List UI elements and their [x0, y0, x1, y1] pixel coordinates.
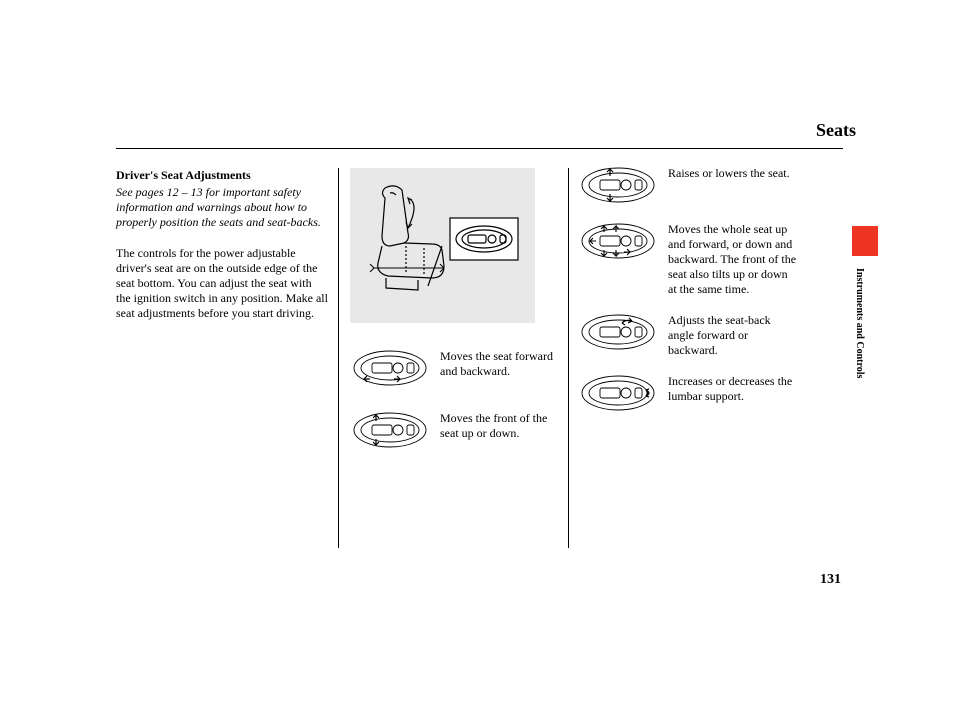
control-item: Moves the front of the seat up or down. — [350, 409, 562, 451]
section-heading: Driver's Seat Adjustments — [116, 168, 328, 183]
section-side-label: Instruments and Controls — [854, 268, 865, 378]
control-front-updown-icon — [350, 409, 430, 451]
control-forward-back-icon — [350, 347, 430, 389]
control-item: Moves the seat forward and backward. — [350, 347, 562, 389]
control-raise-lower-icon — [578, 164, 658, 206]
control-description: Raises or lowers the seat. — [668, 164, 790, 181]
control-description: Moves the whole seat up and forward, or … — [668, 220, 798, 297]
intro-paragraph: The controls for the power adjustable dr… — [116, 246, 328, 321]
control-whole-seat-icon — [578, 220, 658, 262]
column-middle: Moves the seat forward and backward. Mov… — [350, 168, 562, 471]
control-description: Adjusts the seat-back angle forward or b… — [668, 311, 798, 358]
control-item: Moves the whole seat up and forward, or … — [578, 220, 798, 297]
section-tab — [852, 226, 878, 256]
safety-note: See pages 12 – 13 for important safety i… — [116, 185, 328, 230]
column-right: Raises or lowers the seat. Mov — [578, 164, 798, 428]
control-description: Increases or decreases the lumbar suppor… — [668, 372, 798, 404]
control-item: Raises or lowers the seat. — [578, 164, 798, 206]
control-item: Increases or decreases the lumbar suppor… — [578, 372, 798, 414]
control-description: Moves the front of the seat up or down. — [440, 409, 562, 441]
seat-overview-diagram — [350, 168, 535, 323]
column-left: Driver's Seat Adjustments See pages 12 –… — [116, 168, 328, 321]
column-divider — [338, 168, 339, 548]
control-description: Moves the seat forward and backward. — [440, 347, 562, 379]
control-lumbar-icon — [578, 372, 658, 414]
seat-illustration-icon — [360, 178, 525, 313]
control-seatback-angle-icon — [578, 311, 658, 353]
page-number: 131 — [820, 572, 841, 588]
column-divider — [568, 168, 569, 548]
page-title: Seats — [816, 120, 856, 141]
title-rule — [116, 148, 843, 149]
control-item: Adjusts the seat-back angle forward or b… — [578, 311, 798, 358]
